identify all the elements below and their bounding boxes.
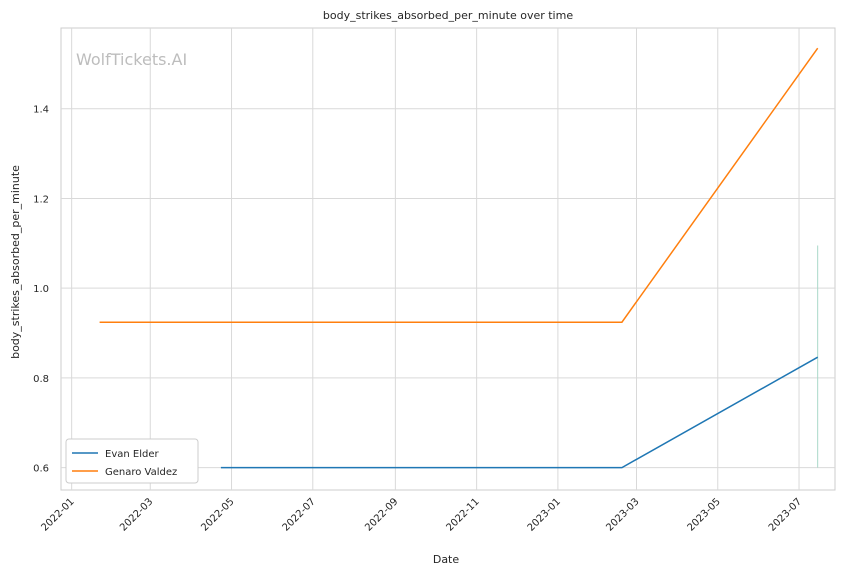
x-tick-label: 2023-05 (686, 496, 723, 533)
y-tick-label: 0.6 (33, 464, 49, 475)
watermark: WolfTickets.AI (76, 50, 187, 69)
x-tick-label: 2022-11 (444, 496, 481, 533)
legend-label: Evan Elder (105, 449, 159, 460)
legend: Evan Elder Genaro Valdez (65, 438, 199, 484)
series-line-1 (99, 47, 819, 323)
y-tick-labels: 0.6 0.8 1.0 1.2 1.4 (33, 105, 49, 475)
legend-box (65, 438, 199, 484)
x-tick-label: 2022-03 (118, 496, 155, 533)
y-tick-label: 1.4 (33, 105, 49, 116)
y-tick-label: 1.2 (33, 194, 49, 205)
x-tick-label: 2022-09 (363, 496, 400, 533)
y-tick-label: 0.8 (33, 374, 49, 385)
plot-area (60, 27, 836, 491)
series-group (99, 47, 819, 469)
legend-label: Genaro Valdez (105, 467, 177, 478)
series-line-0 (220, 356, 819, 469)
x-tick-label: 2022-05 (199, 496, 236, 533)
chart-title: body_strikes_absorbed_per_minute over ti… (323, 9, 573, 22)
x-axis-label: Date (433, 553, 460, 566)
x-tick-label: 2022-01 (39, 496, 76, 533)
x-tick-label: 2023-01 (526, 496, 563, 533)
y-tick-label: 1.0 (33, 284, 49, 295)
y-axis-label: body_strikes_absorbed_per_minute (9, 165, 22, 359)
x-tick-labels: 2022-01 2022-03 2022-05 2022-07 2022-09 2022-… (39, 496, 804, 533)
x-tick-label: 2022-07 (281, 496, 318, 533)
x-tick-label: 2023-07 (767, 496, 804, 533)
x-tick-label: 2023-03 (604, 496, 641, 533)
